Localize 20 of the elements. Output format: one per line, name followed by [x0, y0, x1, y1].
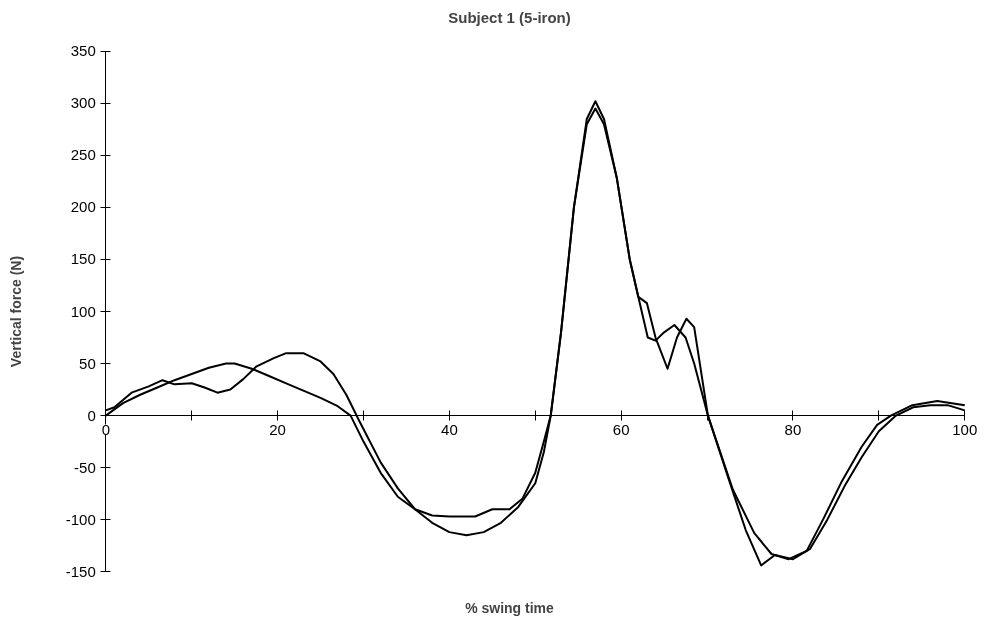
x-tick-label: 40 — [441, 420, 458, 438]
y-axis-title: Vertical force (N) — [7, 255, 24, 368]
y-tick-label: 300 — [70, 94, 96, 112]
y-tick-label: 200 — [70, 198, 96, 216]
y-tick-label: 150 — [70, 250, 96, 268]
y-tick-label: 0 — [87, 406, 96, 424]
chart-title: Subject 1 (5-iron) — [448, 8, 571, 26]
y-tick-label: 100 — [70, 302, 96, 320]
y-tick-label: -100 — [65, 510, 96, 528]
y-tick-label: 50 — [79, 354, 96, 372]
x-tick-label: 60 — [612, 420, 630, 438]
x-axis-title: % swing time — [465, 599, 555, 616]
x-tick-label: 0 — [101, 420, 110, 438]
y-tick-label: 350 — [70, 42, 96, 60]
y-tick-label: 250 — [70, 146, 96, 164]
x-tick-label: 80 — [784, 420, 802, 438]
x-tick-label: 100 — [952, 420, 978, 438]
x-tick-label: 20 — [269, 420, 286, 438]
y-tick-label: -50 — [74, 458, 96, 476]
y-tick-label: -150 — [65, 562, 96, 580]
